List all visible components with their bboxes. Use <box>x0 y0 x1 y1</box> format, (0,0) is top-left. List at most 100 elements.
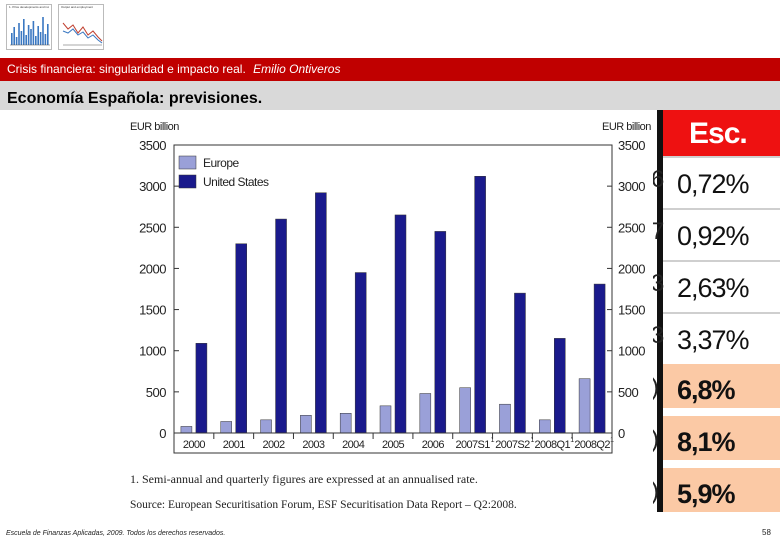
thumbnail-strip: 1. Price developments and indicators Out… <box>6 4 106 50</box>
thumbnail-bar <box>11 33 13 45</box>
table-cell-value: 8,1% <box>663 416 780 464</box>
bar-united-states <box>195 343 208 434</box>
thumbnail-bar <box>18 23 20 45</box>
x-tick-label: 2007S1 <box>455 439 490 451</box>
y-tick-label-left: 500 <box>146 385 166 400</box>
page-title: Economía Española: previsiones. <box>7 90 263 107</box>
table-header: Esc. Ce <box>663 110 780 198</box>
bar-united-states <box>235 243 247 434</box>
table-cell-fragment: ) <box>651 478 659 505</box>
thumbnail-bar <box>35 36 37 45</box>
legend-label: United States <box>203 175 269 189</box>
bar-europe <box>379 405 392 434</box>
thumbnail-bar <box>13 27 15 45</box>
thumbnail-bar <box>15 37 18 45</box>
x-tick-label: 2004 <box>342 439 365 451</box>
y-tick-label-right: 3500 <box>618 138 645 153</box>
legend-swatch <box>178 174 197 189</box>
x-tick-superscript: 1 <box>491 437 495 444</box>
table-cell-fragment: 7 <box>651 218 665 245</box>
x-tick-label: 2003 <box>302 439 325 451</box>
table-cell-value: 0,92% <box>663 208 780 256</box>
bar-united-states <box>434 231 447 434</box>
thumbnail-title-1: 1. Price developments and indicators <box>9 6 49 9</box>
bar-europe <box>499 403 511 434</box>
y-tick-label-left: 1500 <box>139 303 166 318</box>
thumbnail-bar <box>37 26 39 45</box>
x-tick-superscript: 1 <box>530 437 534 444</box>
thumbnail-line-2 <box>62 28 103 44</box>
x-tick-label: 2006 <box>422 439 445 451</box>
bar-united-states <box>275 218 287 434</box>
y-tick-label-left: 2500 <box>139 220 166 235</box>
bar-europe <box>220 421 232 434</box>
chart-source: Source: European Securitisation Forum, E… <box>130 499 517 511</box>
thumbnail-bar <box>39 32 42 45</box>
bar-europe <box>180 426 193 434</box>
x-tick-label: 2000 <box>183 439 206 451</box>
bar-united-states <box>593 283 606 434</box>
y-tick-label-right: 1500 <box>618 303 645 318</box>
x-axis-frame <box>173 432 613 454</box>
thumbnail-plot-2 <box>62 22 103 46</box>
page-number: 58 <box>762 528 771 537</box>
chart-svg: EUR billion EUR billion 0 0 500 500 1000 1000 15… <box>130 121 652 511</box>
author-name: Emilio Ontiveros <box>253 62 341 76</box>
bar-united-states <box>474 176 486 434</box>
y-tick-label-left: 3500 <box>139 138 166 153</box>
thumbnail-chart-1: 1. Price developments and indicators <box>6 4 52 50</box>
bar-europe <box>260 419 272 434</box>
legend-swatch <box>178 155 197 170</box>
table-cell-value: 5,9% <box>663 468 780 516</box>
thumbnail-bar <box>32 21 35 45</box>
footer-copyright: Escuela de Finanzas Aplicadas, 2009. Tod… <box>6 530 226 537</box>
bar-europe <box>459 387 471 434</box>
thumbnail-bar <box>42 17 44 45</box>
bar-europe <box>300 415 312 434</box>
thumbnail-chart-2: Output and employment <box>58 4 104 50</box>
thumbnail-bar <box>47 24 49 45</box>
thumbnail-bar <box>25 35 27 45</box>
x-tick-label: 2001 <box>223 439 246 451</box>
table-cell-value: 0,72% <box>663 156 780 204</box>
bar-united-states <box>514 292 526 434</box>
thumbnail-line <box>62 22 103 42</box>
y-tick-label-left: 1000 <box>139 344 166 359</box>
subtitle-text: Crisis financiera: singularidad e impact… <box>7 62 246 76</box>
bar-united-states <box>315 192 327 434</box>
thumbnail-bar <box>30 29 32 45</box>
y-tick-label-right: 1000 <box>618 344 645 359</box>
table-cell-value: 6,8% <box>663 364 780 412</box>
y-tick-label-left: 3000 <box>139 179 166 194</box>
table-cell-fragment: ) <box>651 426 659 453</box>
x-tick-label: 2005 <box>382 439 405 451</box>
table-cell-fragment: 3 <box>651 322 665 349</box>
y-tick-label-right: 0 <box>618 426 625 441</box>
table-cell-fragment: 6 <box>651 166 665 193</box>
bar-europe <box>539 419 551 434</box>
y-tick-label-left: 2000 <box>139 261 166 276</box>
y-tick-label-right: 3000 <box>618 179 645 194</box>
subtitle-band <box>0 58 780 81</box>
legend-label: Europe <box>203 156 240 170</box>
bar-united-states <box>394 214 407 434</box>
thumbnail-bar <box>27 25 30 45</box>
title-band <box>0 81 780 110</box>
y-axis-label-right: EUR billion <box>602 121 651 133</box>
table-cell-fragment: ) <box>651 374 659 401</box>
y-axis-label-left: EUR billion <box>130 121 179 133</box>
y-tick-label-right: 2500 <box>618 220 645 235</box>
y-tick-label-right: 2000 <box>618 261 645 276</box>
y-tick-label-right: 500 <box>618 385 638 400</box>
thumbnail-bar <box>44 34 47 45</box>
table-left-border <box>657 110 663 512</box>
x-tick-label: 2002 <box>263 439 286 451</box>
bar-united-states <box>354 272 367 434</box>
x-tick-label: 2008Q1 <box>534 439 570 451</box>
slide-subtitle: Crisis financiera: singularidad e impact… <box>7 62 340 76</box>
thumbnail-title-2: Output and employment <box>61 6 94 9</box>
chart-footnote: 1. Semi-annual and quarterly figures are… <box>130 472 478 486</box>
x-tick-superscript: 1 <box>570 437 574 444</box>
thumbnail-bar <box>20 31 23 45</box>
thumbnail-bar <box>23 19 25 45</box>
